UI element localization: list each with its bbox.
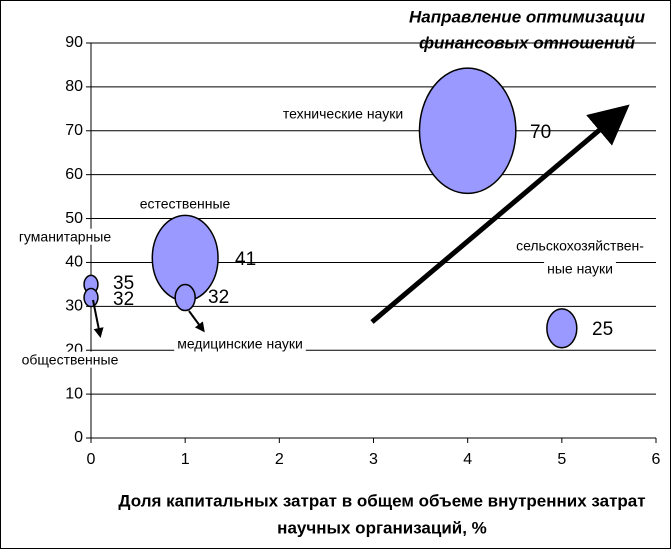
label-bg [15,228,115,245]
label-bg [513,237,648,254]
annotation: Направление оптимизации [409,7,646,26]
pointer-arrow [188,310,205,333]
annotation: финансовых отношений [419,33,636,52]
x-tick-label: 1 [181,451,190,468]
label-bg [136,195,234,212]
y-tick-label: 30 [65,298,83,315]
y-tick-label: 80 [65,78,83,95]
y-tick-label: 90 [65,34,83,51]
x-tick-label: 4 [463,451,472,468]
bubble-name: технические науки [283,106,403,122]
x-tick-label: 3 [369,451,378,468]
x-axis-label: научных организаций, % [277,518,487,537]
x-tick-label: 6 [652,451,661,468]
bubble-name: медицинские науки [177,336,303,352]
label-bg [174,335,306,352]
bubble-name: ные науки [547,261,613,277]
y-tick-label: 10 [65,385,83,402]
bubble [546,308,578,349]
value-label: 32 [113,289,134,310]
bubble-name: естественные [140,196,231,212]
y-tick-label: 60 [65,166,83,183]
label-bg [279,105,407,122]
x-axis-label: Доля капитальных затрат в общем объеме в… [118,491,645,510]
bubble [174,283,196,312]
value-label: 41 [235,249,256,270]
bubble [83,287,99,308]
label-bg [18,351,122,368]
value-label: 70 [530,122,551,143]
pointer-arrow [92,299,104,338]
y-tick-label: 40 [65,254,83,271]
y-tick-label: 50 [65,210,83,227]
bubble-name: общественные [22,352,119,368]
value-label: 35 [113,273,134,294]
y-tick-label: 70 [65,122,83,139]
bubble-name: сельскохозяйствен- [516,238,644,254]
label-bg [544,260,616,277]
bubble-name: гуманитарные [19,229,112,245]
y-tick-label: 0 [74,429,83,446]
value-label: 32 [208,287,229,308]
x-tick-label: 5 [557,451,566,468]
value-label: 25 [592,319,613,340]
bubble [418,67,517,195]
x-tick-label: 0 [87,451,96,468]
direction-arrow [370,104,630,324]
x-tick-label: 2 [275,451,284,468]
